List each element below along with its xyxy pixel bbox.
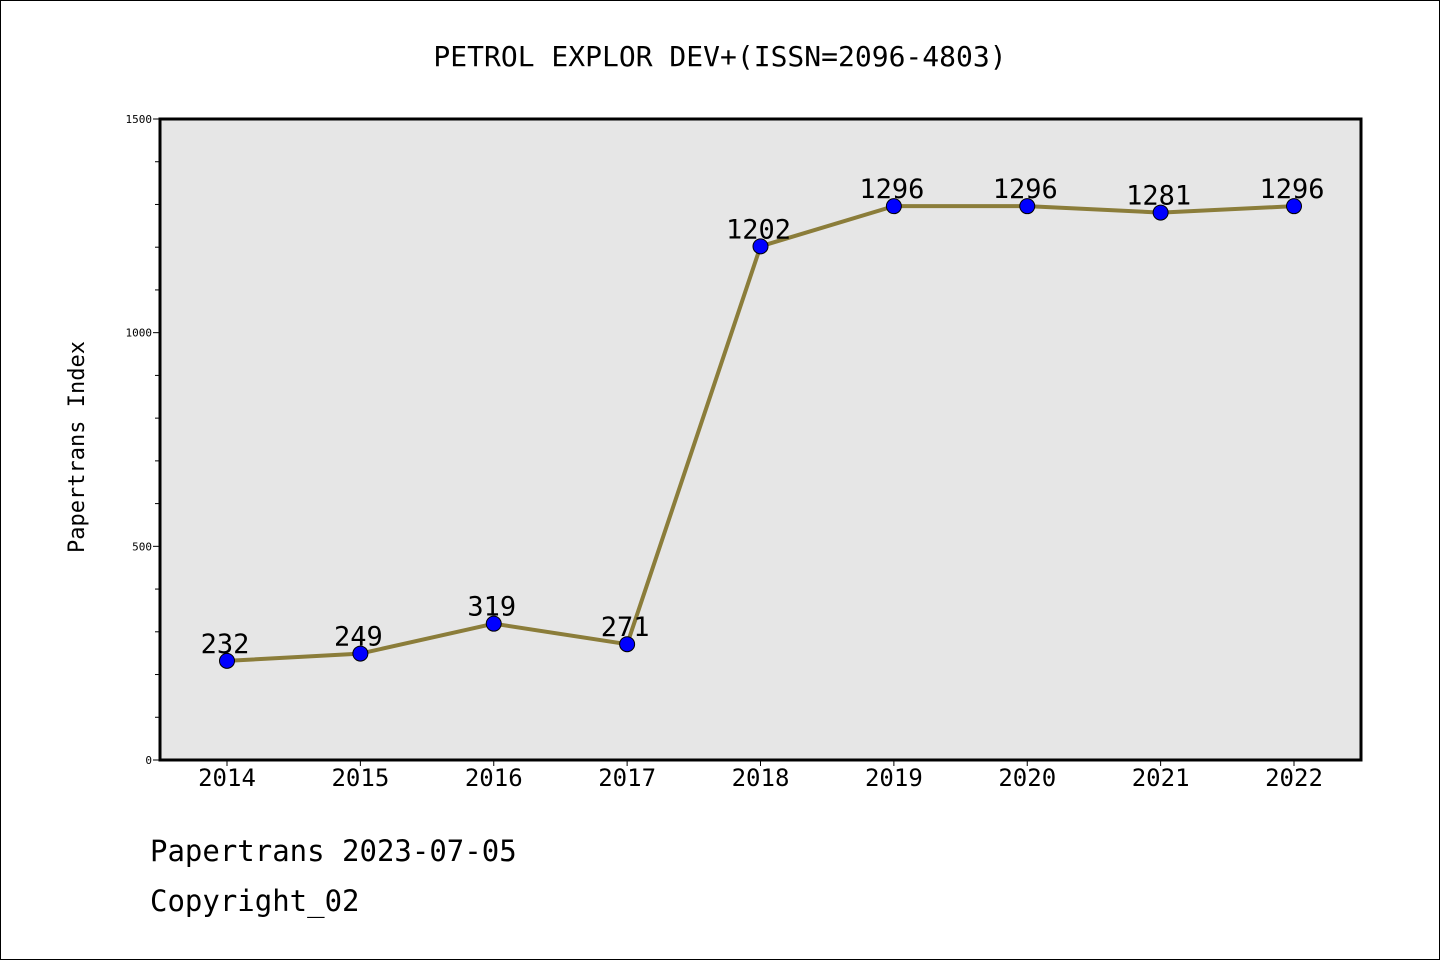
data-labels: 232 249 319 271 1202 1296 1296 1281 1296 xyxy=(201,174,1325,660)
chart-title: PETROL EXPLOR DEV+(ISSN=2096-4803) xyxy=(433,40,1006,73)
data-label: 1296 xyxy=(1259,174,1324,205)
data-point xyxy=(619,636,636,653)
x-tick-label: 2021 xyxy=(1132,764,1190,792)
data-point xyxy=(752,238,769,255)
y-axis-label: Papertrans Index xyxy=(65,341,90,553)
data-point xyxy=(219,652,235,669)
y-axis: 0 500 1000 1500 xyxy=(126,113,160,767)
y-tick-label: 0 xyxy=(145,754,152,767)
data-point xyxy=(885,198,902,215)
x-tick-label: 2017 xyxy=(598,764,656,792)
x-tick-label: 2020 xyxy=(998,764,1056,792)
y-tick-label: 1000 xyxy=(126,327,153,340)
data-label: 1202 xyxy=(726,214,791,245)
data-label: 249 xyxy=(334,622,383,653)
series-markers xyxy=(219,198,1302,669)
data-point xyxy=(1286,198,1302,215)
x-axis: 2014 2015 2016 2017 2018 2019 2020 2021 2022 xyxy=(198,760,1323,792)
x-tick-label: 2022 xyxy=(1265,764,1323,792)
x-tick-label: 2016 xyxy=(465,764,523,792)
data-point xyxy=(352,645,369,662)
data-label: 271 xyxy=(601,612,650,643)
x-tick-label: 2018 xyxy=(732,764,790,792)
data-label: 232 xyxy=(201,629,250,660)
data-point xyxy=(1152,204,1169,221)
data-label: 319 xyxy=(467,592,516,623)
y-tick-label: 1500 xyxy=(126,113,153,126)
x-tick-label: 2019 xyxy=(865,764,923,792)
y-tick-label: 500 xyxy=(132,540,152,553)
data-point xyxy=(1019,198,1036,215)
x-tick-label: 2015 xyxy=(331,764,389,792)
data-label: 1296 xyxy=(859,174,924,205)
data-label: 1281 xyxy=(1126,181,1191,212)
data-point xyxy=(485,615,502,632)
footer-copyright: Copyright_02 xyxy=(150,884,360,918)
footer-date: Papertrans 2023-07-05 xyxy=(150,834,517,868)
x-tick-label: 2014 xyxy=(198,764,256,792)
data-label: 1296 xyxy=(993,174,1058,205)
